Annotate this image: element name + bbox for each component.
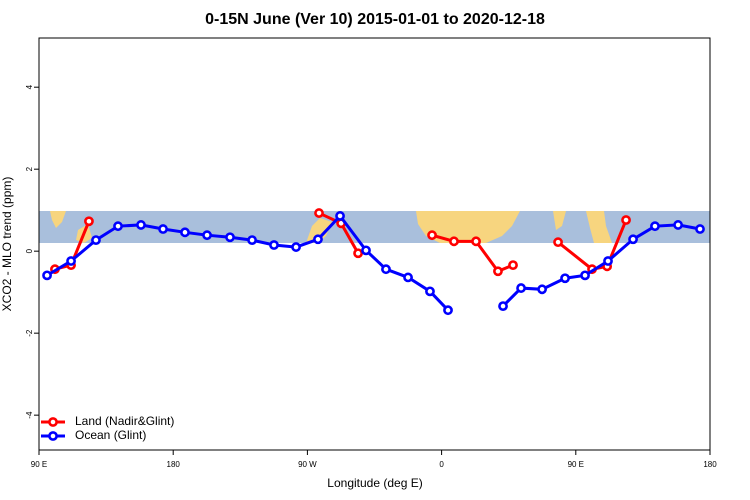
point [695,224,705,234]
x-tick-label: 90 E [568,460,584,469]
legend-label: Ocean (Glint) [75,428,146,442]
point [180,227,190,238]
x-tick-label: 0 [439,460,444,469]
point [650,221,660,232]
point [516,283,526,293]
y-axis-label: XCO2 - MLO trend (ppm) [0,177,14,312]
point [427,230,437,241]
point [560,273,570,284]
point [403,272,413,283]
x-tick-label: 90 E [31,460,47,469]
point [202,230,212,241]
point [353,248,363,259]
point [269,240,279,250]
point [471,236,481,247]
point [84,216,94,227]
point [443,305,453,316]
land-shape [553,211,566,230]
x-tick-label: 180 [703,460,717,469]
point [247,235,257,246]
land-shape [586,211,612,243]
point [91,235,101,246]
x-tick-label: 180 [167,460,181,469]
point [42,270,52,281]
point [580,270,590,281]
point [158,224,168,234]
point [113,221,123,232]
land-shape [416,211,520,243]
y-tick-label: -2 [25,329,34,337]
point [603,256,613,266]
point [136,220,146,230]
point [553,237,563,248]
legend-marker [48,417,58,427]
chart-title: 0-15N June (Ver 10) 2015-01-01 to 2020-1… [205,11,545,28]
point [291,242,301,252]
point [313,234,323,245]
point [498,301,508,312]
x-axis-label: Longitude (deg E) [327,476,422,490]
point [425,286,435,297]
point [225,232,235,243]
point [537,284,548,295]
point [361,245,371,256]
point [628,234,638,245]
point [381,264,391,275]
y-tick-label: -4 [25,411,34,419]
point [673,220,683,230]
y-tick-label: 0 [25,248,34,253]
land-shape [50,211,66,228]
point [314,208,324,218]
point [508,260,518,271]
point [449,236,459,247]
point [335,211,345,221]
point [66,256,76,266]
point [493,266,503,277]
y-tick-label: 2 [25,166,34,171]
land-shape [306,218,332,243]
y-tick-label: 4 [25,84,34,89]
legend-label: Land (Nadir&Glint) [75,414,174,428]
plot-frame [38,37,711,451]
x-tick-label: 90 W [298,460,317,469]
legend-marker [48,431,58,441]
point [621,215,631,225]
